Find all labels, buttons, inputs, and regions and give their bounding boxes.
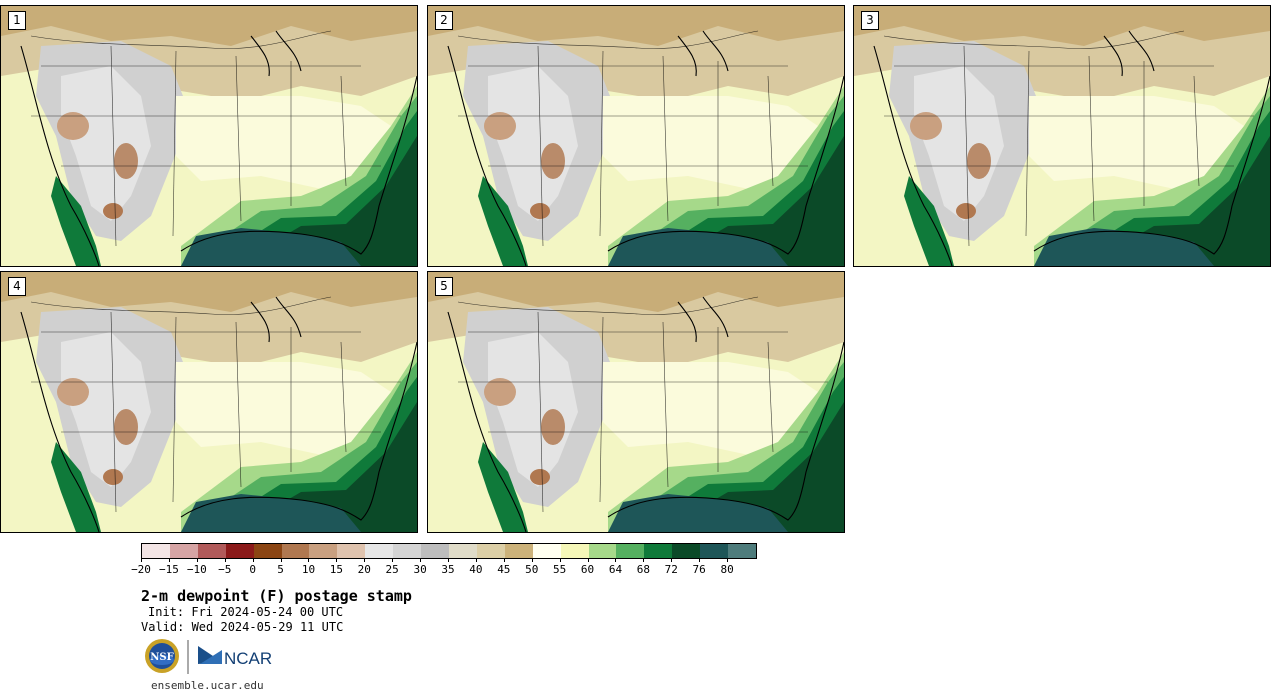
colorbar-label: 64: [608, 563, 623, 576]
colorbar-label: 50: [525, 563, 539, 576]
colorbar-swatch: [169, 544, 198, 558]
nsf-logo-icon[interactable]: NSF: [145, 639, 179, 673]
colorbar-tick: [168, 558, 170, 562]
map-panel-3[interactable]: 3: [853, 5, 1271, 267]
colorbar-tick: [308, 558, 310, 562]
colorbar-label: −20: [131, 563, 151, 576]
colorbar-swatch: [560, 544, 589, 558]
map-panel-5[interactable]: 5: [427, 271, 845, 533]
colorbar-label: 15: [329, 563, 343, 576]
init-time: Init: Fri 2024-05-24 00 UTC: [148, 605, 344, 619]
colorbar-tick: [420, 558, 422, 562]
panel-number: 3: [861, 11, 879, 30]
colorbar-tick: [531, 558, 533, 562]
ncar-logo-icon[interactable]: NCAR: [198, 646, 272, 668]
colorbar-tick: [196, 558, 198, 562]
colorbar-label: 10: [301, 563, 316, 576]
colorbar-swatch: [616, 544, 645, 558]
colorbar-swatch: [337, 544, 366, 558]
map-panel-1[interactable]: 1: [0, 5, 418, 267]
colorbar-swatch: [365, 544, 394, 558]
dewpoint-map: [1, 6, 417, 266]
colorbar-swatch: [393, 544, 422, 558]
colorbar-label: 25: [385, 563, 399, 576]
colorbar-label: 80: [720, 563, 734, 576]
colorbar-label: 0: [249, 563, 256, 576]
colorbar-tick: [559, 558, 561, 562]
valid-time: Valid: Wed 2024-05-29 11 UTC: [141, 620, 344, 634]
colorbar-label: 20: [357, 563, 371, 576]
colorbar-label: 60: [580, 563, 595, 576]
colorbar-swatch: [644, 544, 673, 558]
colorbar-label: 76: [692, 563, 706, 576]
map-panel-2[interactable]: 2: [427, 5, 845, 267]
colorbar-labels: −20 −15 −10 −5 0 5 10 15 20 25 30 35 40 45 50 55 60 64 68 7…: [131, 563, 755, 577]
colorbar-label: −10: [186, 563, 207, 576]
logos: NSF NCAR: [144, 638, 274, 678]
colorbar-label: 40: [469, 563, 483, 576]
colorbar-swatch: [281, 544, 310, 558]
colorbar-label: 72: [664, 563, 678, 576]
colorbar-tick: [336, 558, 338, 562]
colorbar-tick: [141, 558, 142, 562]
panel-number: 4: [8, 277, 26, 296]
panel-number: 2: [435, 11, 453, 30]
colorbar-tick: [587, 558, 589, 562]
colorbar-swatch: [142, 544, 170, 558]
colorbar-tick: [615, 558, 617, 562]
colorbar: [141, 543, 757, 559]
dewpoint-map: [428, 272, 844, 532]
panel-number: 1: [8, 11, 26, 30]
colorbar-tick: [224, 558, 226, 562]
colorbar-label: 30: [413, 563, 427, 576]
colorbar-tick: [503, 558, 505, 562]
svg-text:NCAR: NCAR: [224, 649, 272, 668]
colorbar-swatch: [700, 544, 729, 558]
colorbar-swatch: [421, 544, 449, 558]
colorbar-swatch: [476, 544, 505, 558]
colorbar-tick: [671, 558, 673, 562]
site-url[interactable]: ensemble.ucar.edu: [151, 679, 264, 692]
map-panel-4[interactable]: 4: [0, 271, 418, 533]
colorbar-swatch: [728, 544, 756, 558]
colorbar-label: 45: [497, 563, 511, 576]
colorbar-swatch: [588, 544, 617, 558]
dewpoint-map: [854, 6, 1270, 266]
colorbar-label: −5: [218, 563, 232, 576]
colorbar-swatch: [504, 544, 533, 558]
panel-number: 5: [435, 277, 453, 296]
colorbar-swatch: [448, 544, 477, 558]
colorbar-tick: [252, 558, 254, 562]
svg-text:NSF: NSF: [150, 652, 173, 663]
colorbar-swatch: [309, 544, 338, 558]
colorbar-tick: [448, 558, 449, 562]
colorbar-tick: [280, 558, 282, 562]
colorbar-swatch: [197, 544, 226, 558]
colorbar-tick: [727, 558, 729, 562]
colorbar-tick: [699, 558, 701, 562]
colorbar-tick: [475, 558, 477, 562]
colorbar-swatch: [225, 544, 254, 558]
page-title: 2-m dewpoint (F) postage stamp: [141, 587, 412, 605]
colorbar-tick: [643, 558, 645, 562]
colorbar-label: 35: [441, 563, 455, 576]
colorbar-tick: [392, 558, 394, 562]
colorbar-label: 68: [636, 563, 650, 576]
colorbar-label: 5: [277, 563, 284, 576]
colorbar-tick: [364, 558, 366, 562]
colorbar-ticks: [141, 558, 755, 562]
colorbar-swatch: [532, 544, 561, 558]
colorbar-label: 55: [553, 563, 567, 576]
colorbar-label: −15: [158, 563, 179, 576]
dewpoint-map: [1, 272, 417, 532]
dewpoint-map: [428, 6, 844, 266]
colorbar-swatch: [253, 544, 282, 558]
colorbar-swatch: [672, 544, 701, 558]
